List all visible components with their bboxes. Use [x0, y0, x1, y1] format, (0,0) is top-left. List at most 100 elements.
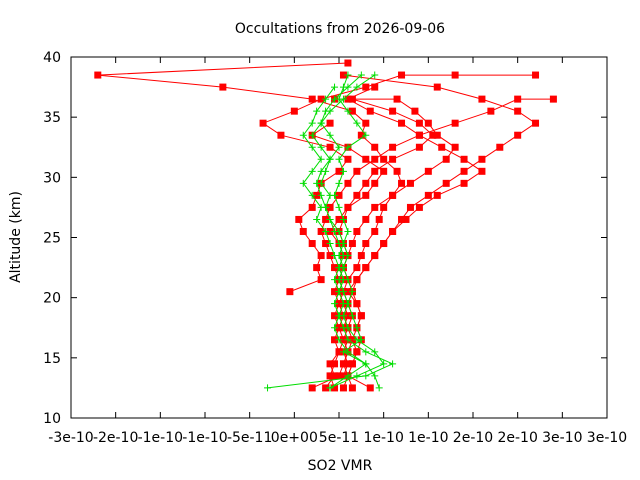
- data-point: [344, 348, 352, 356]
- data-point: [353, 300, 361, 308]
- data-point: [362, 240, 370, 248]
- data-point: [389, 360, 397, 368]
- data-point: [308, 131, 316, 139]
- data-point: [317, 252, 325, 260]
- data-point: [264, 384, 272, 392]
- data-point: [433, 131, 441, 139]
- plot-frame: [70, 56, 608, 419]
- data-point: [335, 203, 343, 211]
- data-point: [389, 143, 397, 151]
- data-point: [460, 155, 468, 163]
- data-point: [371, 203, 379, 211]
- data-point: [335, 143, 343, 151]
- series-line: [329, 98, 456, 389]
- data-point: [353, 83, 361, 91]
- data-point: [344, 324, 352, 332]
- data-point: [353, 276, 361, 284]
- x-tick-label: 1e-10: [363, 430, 403, 446]
- y-tick-label: 20: [43, 291, 61, 307]
- data-point: [317, 143, 325, 151]
- data-point: [331, 264, 339, 272]
- data-point: [344, 300, 352, 308]
- series-line: [302, 86, 367, 389]
- data-point: [335, 179, 343, 187]
- data-point: [335, 95, 343, 103]
- data-point: [348, 360, 356, 368]
- data-point: [357, 252, 365, 260]
- data-point: [357, 312, 365, 320]
- y-tick-label: 35: [43, 110, 61, 126]
- data-point: [353, 372, 361, 380]
- data-point: [344, 59, 352, 67]
- data-point: [415, 143, 423, 151]
- data-point: [335, 348, 343, 356]
- data-point: [438, 143, 446, 151]
- data-point: [389, 191, 397, 199]
- data-point: [433, 191, 441, 199]
- chart-title: Occultations from 2026-09-06: [235, 21, 445, 37]
- data-point: [308, 143, 316, 151]
- data-point: [371, 155, 379, 163]
- data-point: [335, 312, 343, 320]
- data-point: [326, 252, 334, 260]
- data-point: [326, 143, 334, 151]
- data-point: [371, 167, 379, 175]
- data-point: [398, 119, 406, 127]
- data-point: [366, 384, 374, 392]
- y-axis-label: Altitude (km): [8, 191, 24, 283]
- x-tick-label: 2e-10: [453, 430, 493, 446]
- data-point: [402, 215, 410, 223]
- data-point: [442, 179, 450, 187]
- data-point: [406, 179, 414, 187]
- data-point: [331, 252, 339, 260]
- data-point: [532, 71, 540, 79]
- data-point: [313, 264, 321, 272]
- data-point: [331, 384, 339, 392]
- data-point: [331, 300, 339, 308]
- data-point: [335, 264, 343, 272]
- y-tick-label: 10: [43, 411, 61, 427]
- data-point: [371, 348, 379, 356]
- data-point: [433, 83, 441, 91]
- data-point: [344, 71, 352, 79]
- data-point: [299, 227, 307, 235]
- data-point: [331, 83, 339, 91]
- series-line: [97, 62, 403, 389]
- data-point: [335, 215, 343, 223]
- data-point: [380, 167, 388, 175]
- data-point: [344, 336, 352, 344]
- data-point: [326, 131, 334, 139]
- data-point: [344, 143, 352, 151]
- data-point: [344, 252, 352, 260]
- data-point: [335, 167, 343, 175]
- data-point: [362, 264, 370, 272]
- data-point: [322, 240, 330, 248]
- data-point: [339, 384, 347, 392]
- data-point: [344, 179, 352, 187]
- data-point: [326, 155, 334, 163]
- data-point: [357, 336, 365, 344]
- data-point: [380, 240, 388, 248]
- x-tick-label: -1e-10: [138, 430, 183, 446]
- data-point: [415, 203, 423, 211]
- data-point: [339, 71, 347, 79]
- data-point: [326, 119, 334, 127]
- data-point: [366, 107, 374, 115]
- data-point: [353, 324, 361, 332]
- x-tick-label: -3e-10: [48, 430, 93, 446]
- data-point: [371, 71, 379, 79]
- data-point: [362, 119, 370, 127]
- data-point: [339, 336, 347, 344]
- data-point: [478, 95, 486, 103]
- data-point: [429, 131, 437, 139]
- data-point: [398, 71, 406, 79]
- data-point: [348, 107, 356, 115]
- data-point: [371, 179, 379, 187]
- data-point: [371, 372, 379, 380]
- data-point: [299, 131, 307, 139]
- data-point: [344, 312, 352, 320]
- data-point: [353, 119, 361, 127]
- data-point: [514, 131, 522, 139]
- data-point: [339, 215, 347, 223]
- data-point: [331, 276, 339, 284]
